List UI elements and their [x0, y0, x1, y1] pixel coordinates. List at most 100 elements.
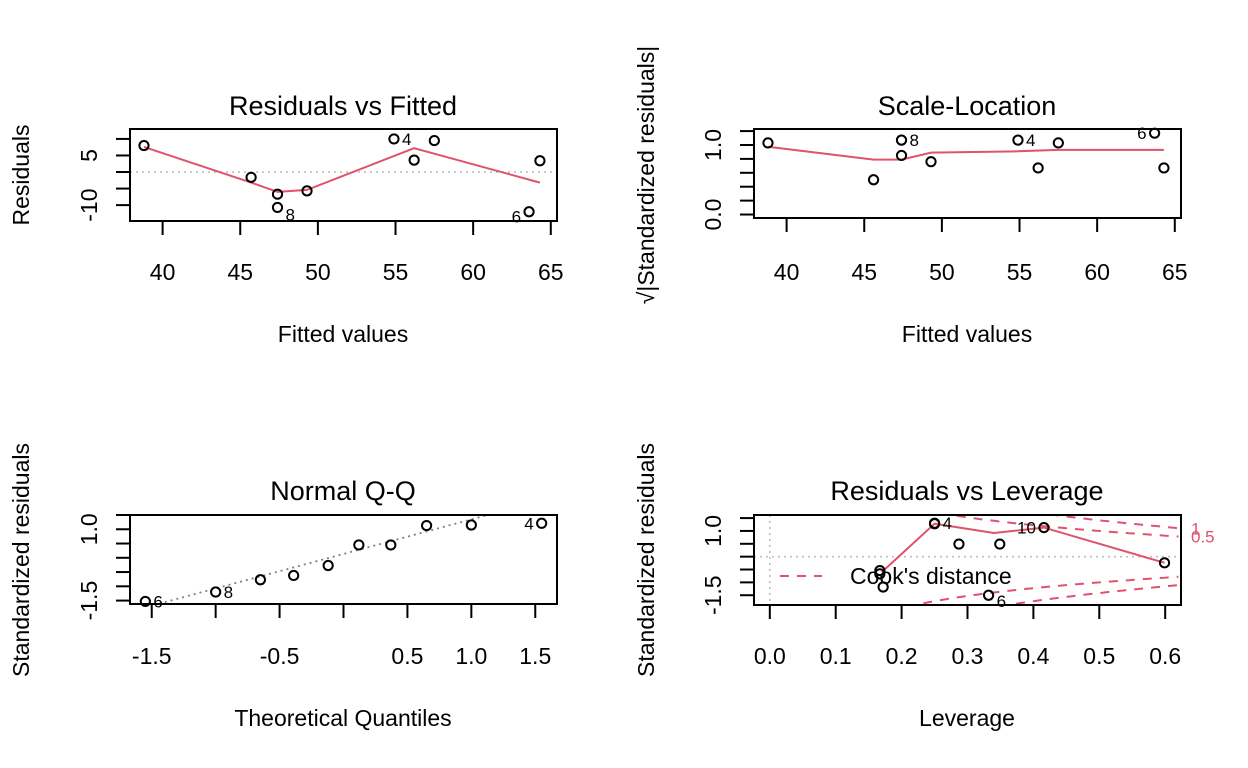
x-tick-label: 65 — [1162, 259, 1188, 285]
point-label: 8 — [286, 205, 295, 224]
plot-content — [754, 515, 1181, 605]
y-tick-label: -1.5 — [76, 581, 102, 621]
data-point — [288, 569, 300, 582]
data-point — [420, 519, 433, 532]
data-point — [895, 134, 908, 146]
x-tick-label: 0.1 — [820, 643, 852, 669]
y-axis-label: Standardized residuals — [8, 443, 34, 677]
data-point — [465, 519, 477, 531]
data-point — [254, 574, 267, 586]
x-tick-label: 0.6 — [1149, 643, 1181, 669]
data-point — [895, 149, 908, 162]
panel-normal-qq: Normal Q-Q Theoretical Quantiles Standar… — [8, 443, 558, 731]
point-label: 4 — [943, 514, 952, 533]
y-axis-label: Residuals — [8, 125, 34, 226]
cooks-distance-contour-upper — [945, 515, 1179, 538]
plot-frame — [129, 514, 558, 605]
chart-title: Residuals vs Leverage — [830, 476, 1103, 506]
data-point — [762, 137, 774, 149]
plot-frame — [129, 128, 558, 222]
x-tick-label: 55 — [1007, 259, 1033, 285]
x-tick-label: 65 — [538, 259, 564, 285]
point-label: 6 — [512, 208, 521, 227]
data-point — [534, 155, 546, 167]
data-point — [867, 174, 880, 186]
point-label: 4 — [402, 130, 411, 149]
x-axis-label: Theoretical Quantiles — [234, 705, 451, 731]
plot-content — [767, 145, 1164, 161]
x-axis-label: Fitted values — [278, 321, 408, 347]
data-point — [523, 206, 535, 218]
plot-area: 8 4 6 40 45 50 55 60 65 0.0 1.0 — [700, 124, 1188, 285]
data-point — [953, 538, 965, 550]
x-tick-label: 45 — [851, 259, 877, 285]
x-axis-label: Leverage — [919, 705, 1015, 731]
data-point — [271, 188, 284, 200]
y-tick-label: 1.0 — [700, 515, 726, 547]
cooks-distance-level-label: 0.5 — [1191, 528, 1215, 547]
legend-cooks-distance-label: Cook's distance — [850, 563, 1012, 589]
x-tick-label: 0.5 — [391, 643, 423, 669]
data-point — [1038, 522, 1050, 534]
data-point — [385, 539, 397, 551]
panel-residuals-vs-fitted: Residuals vs Fitted Fitted values Residu… — [8, 91, 564, 347]
data-point — [353, 539, 365, 551]
x-tick-label: 50 — [929, 259, 955, 285]
x-tick-label: 55 — [383, 259, 409, 285]
plot-content — [154, 515, 492, 604]
data-point — [301, 185, 313, 197]
x-tick-label: 0.0 — [754, 643, 786, 669]
x-tick-label: 60 — [1084, 259, 1110, 285]
y-tick-label: 1.0 — [700, 129, 726, 161]
data-point — [139, 595, 151, 608]
data-point — [925, 156, 937, 168]
data-point — [408, 154, 420, 166]
chart-title: Normal Q-Q — [270, 476, 416, 506]
data-point — [982, 589, 995, 601]
point-label: 4 — [524, 514, 533, 533]
cooks-distance-level-label: 1 — [1191, 519, 1200, 538]
data-point — [1012, 134, 1024, 146]
x-tick-label: -0.5 — [260, 643, 300, 669]
point-label: 8 — [910, 131, 919, 150]
panel-scale-location: Scale-Location Fitted values √|Standardi… — [633, 46, 1188, 347]
data-point — [877, 581, 889, 593]
x-axis-label: Fitted values — [902, 321, 1032, 347]
point-label: 8 — [224, 583, 233, 602]
x-tick-label: -1.5 — [132, 643, 172, 669]
panel-residuals-vs-leverage: Residuals vs Leverage Leverage Standardi… — [633, 443, 1215, 731]
qq-reference-line — [154, 515, 492, 604]
chart-title: Scale-Location — [878, 91, 1057, 121]
data-point — [210, 586, 222, 598]
plot-area: 8 4 6 40 45 50 55 60 65 5 -10 — [76, 128, 564, 285]
y-axis-label: Standardized residuals — [633, 443, 659, 677]
x-tick-label: 1.5 — [519, 643, 551, 669]
y-axis-label: √|Standardized residuals| — [633, 46, 659, 305]
x-tick-label: 45 — [227, 259, 253, 285]
data-point — [928, 518, 941, 530]
data-point — [271, 201, 284, 214]
data-point — [1052, 137, 1064, 149]
x-tick-label: 1.0 — [455, 643, 487, 669]
x-tick-label: 50 — [305, 259, 331, 285]
y-tick-label: -10 — [76, 188, 102, 221]
y-tick-label: -1.5 — [700, 575, 726, 615]
x-tick-label: 0.5 — [1083, 643, 1115, 669]
plot-content — [130, 145, 557, 193]
point-label: 6 — [997, 592, 1006, 611]
smoother-line — [767, 145, 1164, 161]
x-tick-label: 40 — [150, 259, 176, 285]
data-point — [245, 171, 257, 183]
data-point — [428, 134, 440, 147]
data-point — [1032, 162, 1044, 174]
point-label: 4 — [1026, 131, 1035, 150]
x-tick-label: 0.2 — [886, 643, 918, 669]
smoother-line — [143, 145, 541, 193]
cooks-distance-contour-lower — [910, 575, 1179, 605]
data-point — [388, 133, 400, 145]
data-point — [874, 568, 886, 580]
x-tick-label: 0.3 — [952, 643, 984, 669]
y-tick-label: 5 — [76, 149, 102, 162]
